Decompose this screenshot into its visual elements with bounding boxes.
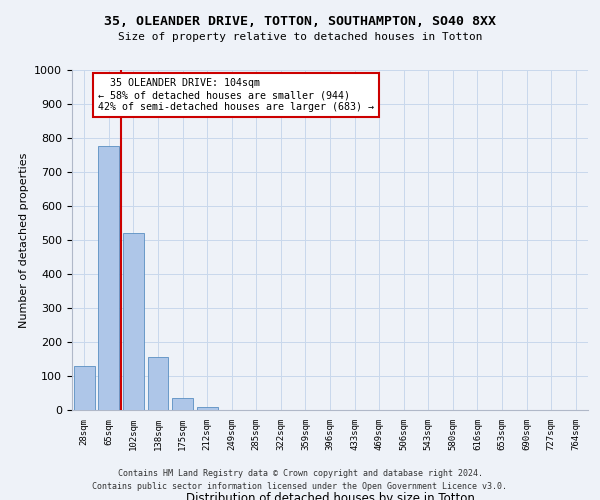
Bar: [197, 406, 218, 410]
Bar: [172, 398, 193, 410]
Bar: [98, 146, 119, 410]
Text: Size of property relative to detached houses in Totton: Size of property relative to detached ho…: [118, 32, 482, 42]
X-axis label: Distribution of detached houses by size in Totton: Distribution of detached houses by size …: [185, 492, 475, 500]
Text: Contains HM Land Registry data © Crown copyright and database right 2024.: Contains HM Land Registry data © Crown c…: [118, 468, 482, 477]
Y-axis label: Number of detached properties: Number of detached properties: [19, 152, 29, 328]
Text: Contains public sector information licensed under the Open Government Licence v3: Contains public sector information licen…: [92, 482, 508, 491]
Text: 35 OLEANDER DRIVE: 104sqm
← 58% of detached houses are smaller (944)
42% of semi: 35 OLEANDER DRIVE: 104sqm ← 58% of detac…: [98, 78, 374, 112]
Bar: [74, 366, 95, 410]
Bar: [123, 233, 144, 410]
Bar: [148, 358, 169, 410]
Text: 35, OLEANDER DRIVE, TOTTON, SOUTHAMPTON, SO40 8XX: 35, OLEANDER DRIVE, TOTTON, SOUTHAMPTON,…: [104, 15, 496, 28]
